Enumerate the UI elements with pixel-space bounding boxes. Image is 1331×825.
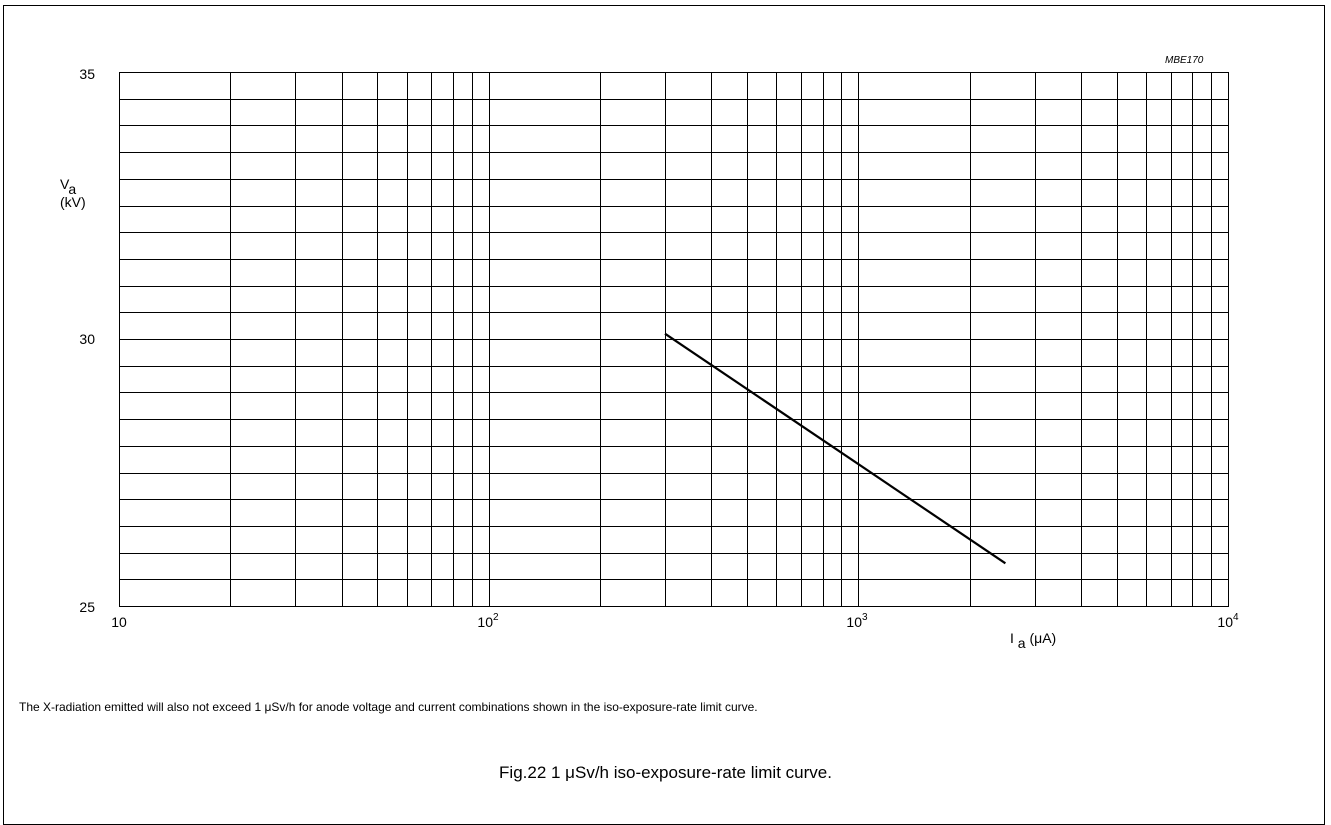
x-axis-label-sub: a xyxy=(1018,635,1026,651)
x-axis-label-main: I xyxy=(1010,630,1014,646)
y-tick-label: 25 xyxy=(55,599,95,615)
x-axis-label: I a (μA) xyxy=(1010,630,1056,646)
x-tick-label: 10 xyxy=(111,614,127,630)
x-tick-label: 103 xyxy=(846,614,867,630)
series-line xyxy=(665,334,1005,564)
x-tick-label: 104 xyxy=(1217,614,1238,630)
chart-series xyxy=(665,334,1005,564)
figure-caption: Fig.22 1 μSv/h iso-exposure-rate limit c… xyxy=(0,763,1331,783)
y-tick-label: 35 xyxy=(55,66,95,82)
x-axis-label-unit: (μA) xyxy=(1029,630,1056,646)
y-tick-label: 30 xyxy=(55,331,95,347)
y-axis-label-sub: a xyxy=(68,181,76,197)
y-axis-label: Va (kV) xyxy=(60,175,86,211)
x-tick-label: 102 xyxy=(477,614,498,630)
chart-note: The X-radiation emitted will also not ex… xyxy=(19,700,758,714)
figure-code: MBE170 xyxy=(1165,55,1203,66)
